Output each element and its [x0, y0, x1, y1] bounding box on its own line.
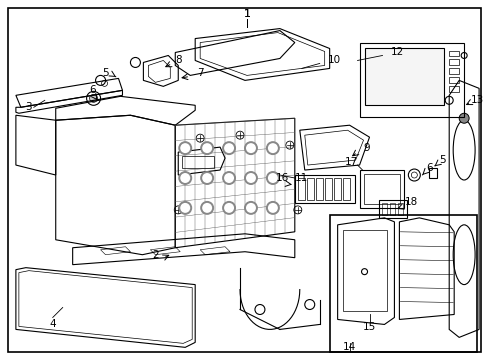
Bar — [294, 175, 354, 203]
Text: 14: 14 — [342, 342, 355, 352]
Text: 3: 3 — [25, 102, 32, 112]
Circle shape — [267, 203, 277, 213]
Bar — [448, 50, 458, 57]
Bar — [398, 203, 403, 215]
Circle shape — [222, 201, 236, 215]
Bar — [342, 178, 349, 200]
Bar — [364, 48, 443, 105]
Circle shape — [458, 113, 468, 123]
Bar — [448, 59, 458, 66]
Bar — [342, 230, 386, 311]
Circle shape — [178, 171, 192, 185]
Bar — [324, 178, 331, 200]
Circle shape — [224, 203, 234, 213]
Circle shape — [178, 141, 192, 155]
Circle shape — [180, 143, 190, 153]
Text: 11: 11 — [295, 173, 308, 183]
Bar — [389, 203, 395, 215]
Circle shape — [222, 171, 236, 185]
Text: 6: 6 — [425, 163, 432, 173]
Bar — [333, 178, 340, 200]
Circle shape — [224, 143, 234, 153]
Bar — [382, 203, 386, 215]
Text: 17: 17 — [344, 157, 358, 167]
Circle shape — [245, 203, 255, 213]
Circle shape — [180, 173, 190, 183]
Circle shape — [202, 173, 212, 183]
Bar — [306, 178, 313, 200]
Circle shape — [224, 173, 234, 183]
Circle shape — [267, 173, 277, 183]
Text: 6: 6 — [89, 85, 96, 95]
Bar — [363, 174, 400, 204]
Bar — [448, 68, 458, 75]
Circle shape — [202, 203, 212, 213]
Bar — [379, 200, 407, 218]
Circle shape — [244, 141, 258, 155]
Text: 5: 5 — [102, 68, 109, 78]
Text: 7: 7 — [197, 68, 203, 78]
Circle shape — [245, 173, 255, 183]
Circle shape — [202, 143, 212, 153]
Bar — [428, 168, 436, 178]
Circle shape — [200, 201, 214, 215]
Bar — [448, 77, 458, 84]
Text: 9: 9 — [363, 143, 369, 153]
Circle shape — [180, 203, 190, 213]
Circle shape — [245, 143, 255, 153]
Bar — [182, 156, 214, 168]
Text: 16: 16 — [276, 173, 289, 183]
Bar — [329, 215, 476, 352]
Text: 1: 1 — [243, 9, 250, 19]
Circle shape — [265, 201, 279, 215]
Circle shape — [267, 143, 277, 153]
Circle shape — [265, 171, 279, 185]
Text: 5: 5 — [438, 155, 445, 165]
Text: 8: 8 — [175, 55, 181, 66]
Circle shape — [265, 141, 279, 155]
Text: 15: 15 — [362, 323, 375, 332]
Bar — [359, 42, 463, 117]
Text: 13: 13 — [469, 95, 483, 105]
Text: 4: 4 — [49, 319, 56, 329]
Text: 18: 18 — [404, 197, 417, 207]
Circle shape — [200, 171, 214, 185]
Text: 2: 2 — [152, 250, 158, 260]
Bar — [297, 178, 304, 200]
Circle shape — [89, 94, 98, 102]
Circle shape — [222, 141, 236, 155]
Circle shape — [244, 171, 258, 185]
Circle shape — [178, 201, 192, 215]
Bar — [359, 170, 404, 208]
Circle shape — [200, 141, 214, 155]
Text: 10: 10 — [327, 55, 341, 66]
Text: 1: 1 — [243, 9, 250, 19]
Bar — [315, 178, 322, 200]
Circle shape — [244, 201, 258, 215]
Text: 12: 12 — [390, 48, 403, 58]
Bar — [448, 86, 458, 92]
